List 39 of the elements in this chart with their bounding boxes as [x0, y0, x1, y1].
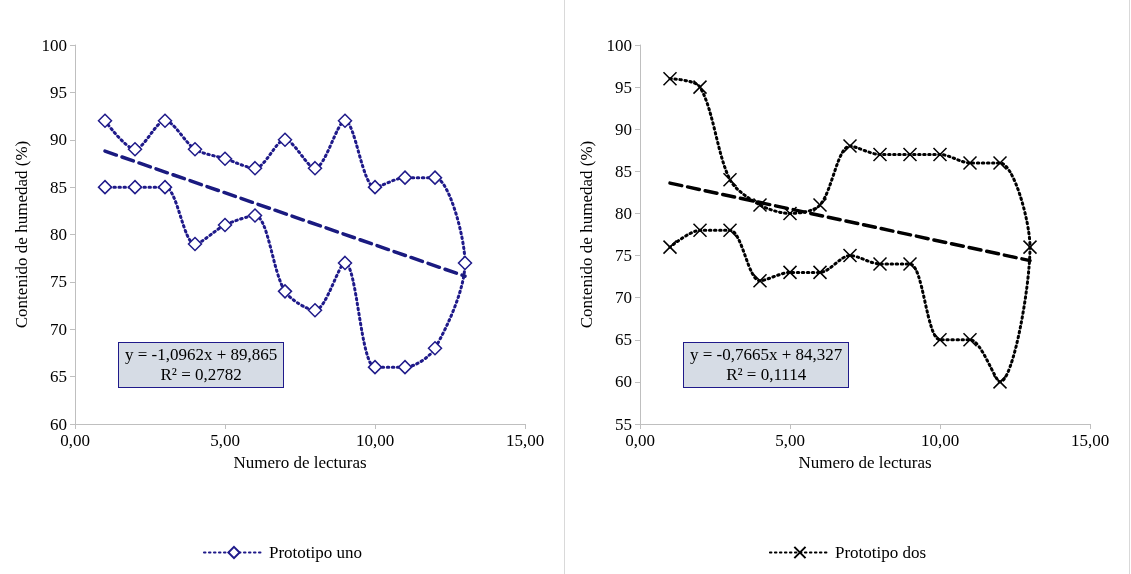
x-axis-title: Numero de lecturas [233, 453, 367, 472]
y-tick-label: 90 [615, 119, 632, 139]
annotation: R² = 0,1114 [725, 365, 808, 385]
y-tick-label: 80 [50, 225, 67, 244]
y-tick-label: 100 [41, 35, 67, 55]
x-axis-title: Numero de lecturas [798, 453, 932, 472]
equation-box: y = -0,7665x + 84,327 R² = 0,1114 [683, 342, 850, 388]
y-tick-label: 55 [615, 414, 632, 434]
annotation: y = -0,7665x + 84,327 [690, 345, 843, 365]
x-tick-label: 0,00 [60, 431, 90, 450]
annotation: y = -1,0962x + 89,865 [125, 345, 278, 365]
y-tick-label: 95 [50, 82, 67, 102]
y-tick-label: 60 [615, 372, 632, 392]
legend-label: Prototipo uno [268, 543, 363, 562]
y-tick-label: 90 [50, 130, 67, 150]
x-tick-label: 10,00 [355, 431, 395, 450]
equation-box: y = -1,0962x + 89,865 R² = 0,2782 [118, 342, 285, 388]
x-tick-label: 0,00 [625, 431, 655, 450]
y-tick-label: 95 [615, 77, 632, 97]
y-tick-label: 100 [606, 35, 632, 55]
x-tick-label: 10,00 [920, 431, 960, 450]
y-tick-label: 60 [50, 414, 67, 434]
x-tick-label: 5,00 [210, 431, 240, 450]
y-tick-label: 75 [615, 246, 632, 266]
x-tick-label: 15,00 [1070, 431, 1110, 450]
y-tick-label: 65 [615, 330, 632, 350]
x-tick-label: 15,00 [505, 431, 545, 450]
y-tick-label: 75 [50, 272, 67, 292]
y-tick-label: 65 [50, 367, 67, 387]
annotation: R² = 0,2782 [159, 365, 243, 385]
x-tick-label: 5,00 [775, 431, 805, 450]
y-axis-title: Contenido de humedad (%) [577, 140, 596, 329]
y-tick-label: 80 [615, 203, 632, 223]
y-tick-label: 70 [615, 288, 632, 308]
y-tick-label: 85 [50, 177, 67, 197]
y-axis-title: Contenido de humedad (%) [12, 140, 31, 329]
y-tick-label: 70 [50, 319, 67, 339]
legend-label: Prototipo dos [834, 543, 927, 562]
y-tick-label: 85 [615, 161, 632, 181]
